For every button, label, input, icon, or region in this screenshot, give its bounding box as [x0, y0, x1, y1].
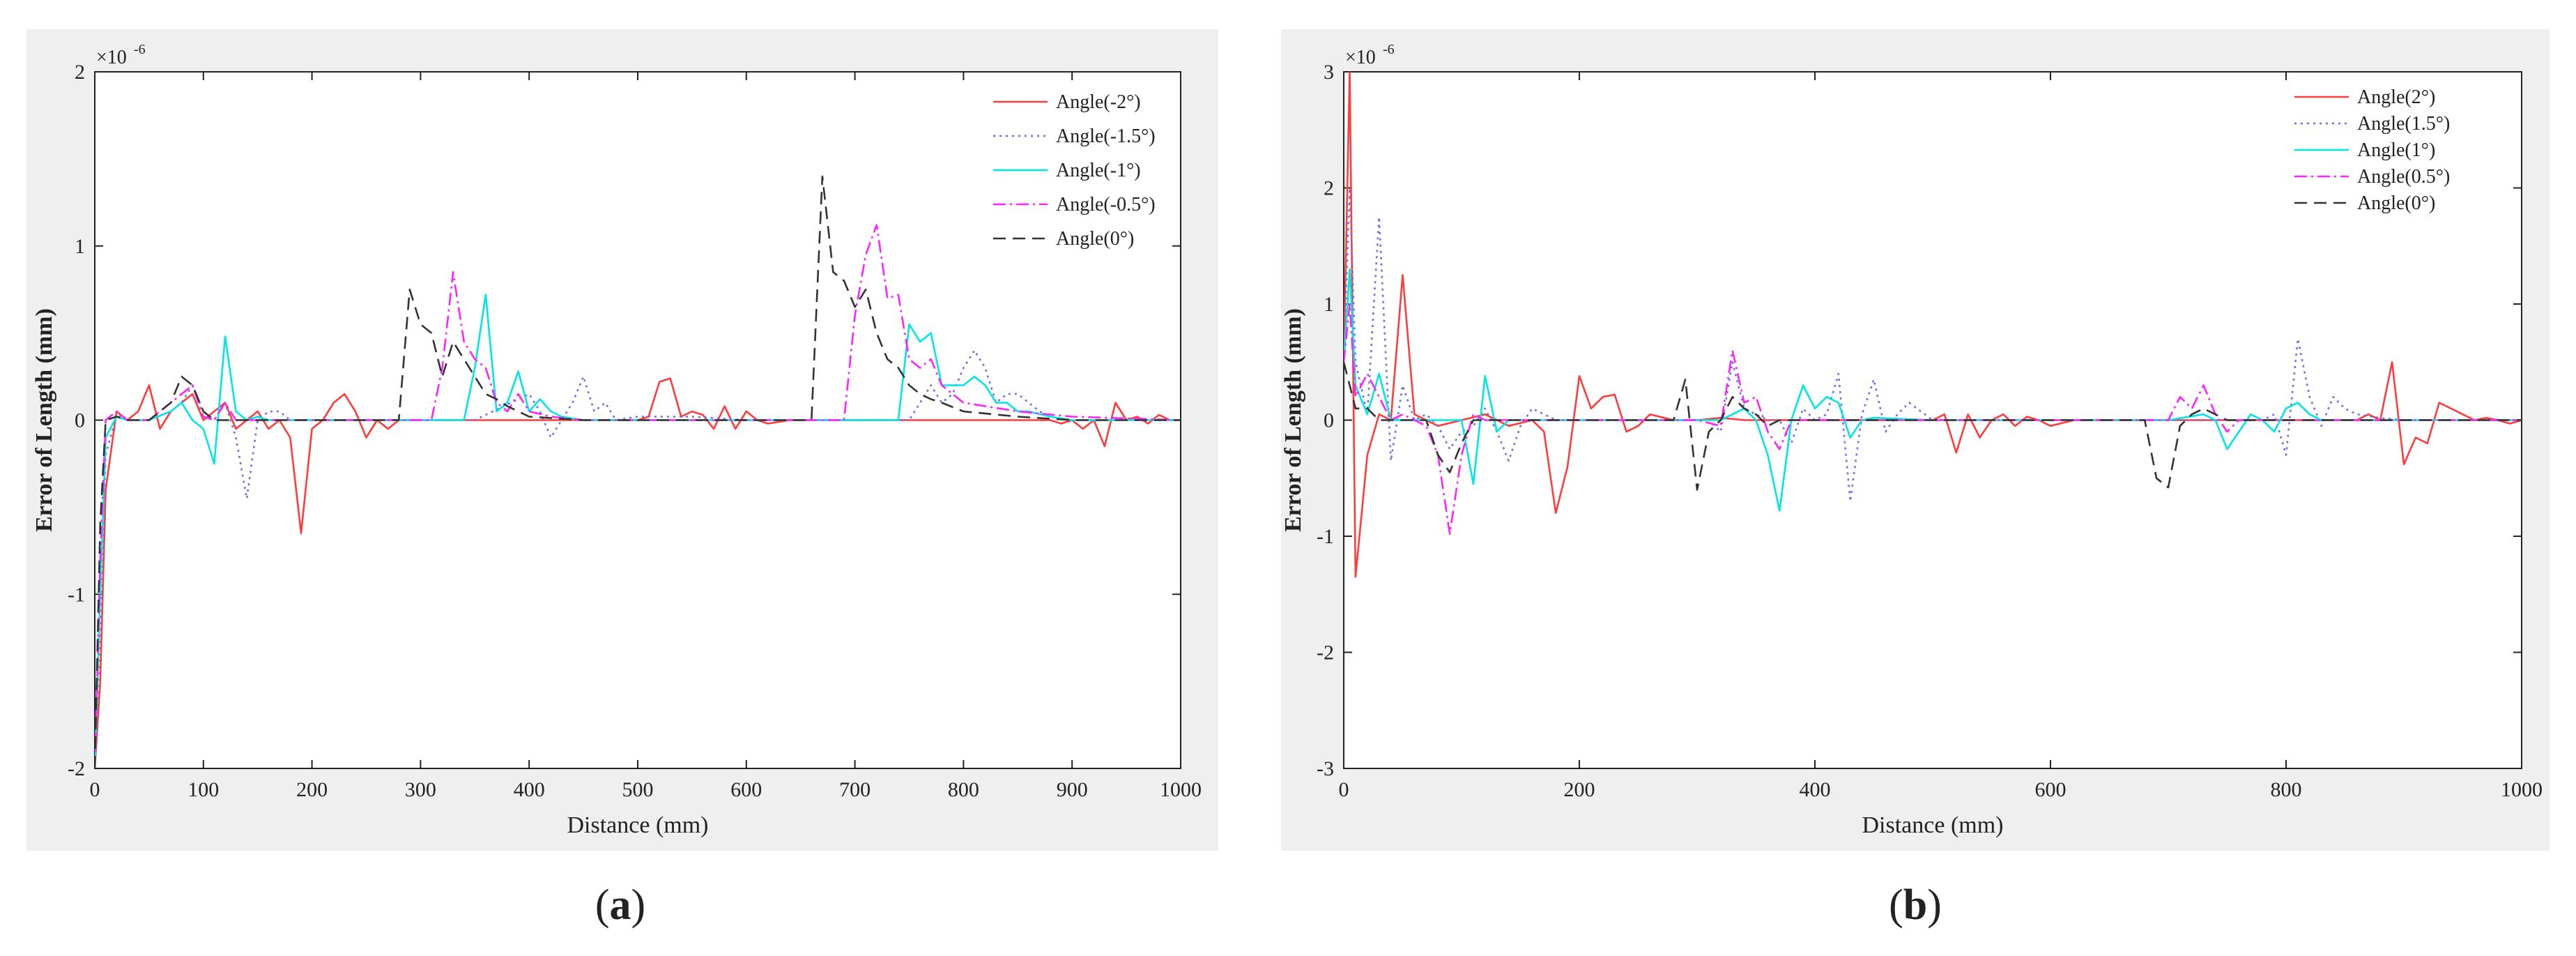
- legend-label: Angle(-0.5°): [1056, 194, 1156, 215]
- legend: Angle(-2°) Angle(-1.5°) Angle(-1°) Angle(-0…: [993, 91, 1156, 250]
- x-tick-label: 600: [2035, 778, 2067, 801]
- y-tick-label: -2: [1317, 642, 1334, 665]
- legend-label: Angle(-2°): [1056, 91, 1141, 113]
- series-line-angle0: [95, 175, 1181, 768]
- series-line-angle0.5: [1344, 303, 2522, 536]
- x-tick-label: 200: [1564, 778, 1595, 801]
- x-tick-label: 200: [296, 778, 328, 801]
- x-tick-label: 1000: [2501, 778, 2543, 801]
- x-tick-label: 300: [405, 778, 436, 801]
- x-tick-label: 800: [948, 778, 979, 801]
- y-exponent-power: -6: [1383, 42, 1395, 57]
- y-exponent-label: ×10: [1345, 47, 1376, 68]
- y-tick-label: 0: [75, 409, 85, 432]
- panel-a: 0 100 200 300 400 500 600 700 800 900 1000 -2 -1 0 1 2 ×…: [26, 29, 1218, 929]
- y-tick-label: 3: [1324, 61, 1334, 84]
- y-tick-label: -2: [68, 757, 85, 780]
- y-tick-label: 1: [1324, 293, 1334, 316]
- series-line-angle-1: [95, 294, 1181, 768]
- y-tick-label: 0: [1324, 409, 1334, 432]
- x-axis-label: Distance (mm): [567, 812, 709, 838]
- caption-letter: b: [1903, 881, 1927, 929]
- y-tick-label: 1: [75, 235, 85, 258]
- legend-label: Angle(0.5°): [2357, 166, 2450, 188]
- panel-b: 0 200 400 600 800 1000 -3 -2 -1 0 1 2 3 ×10 -6 Distance…: [1280, 29, 2550, 929]
- x-tick-label: 900: [1057, 778, 1088, 801]
- x-tick-label: 100: [187, 778, 219, 801]
- legend-label: Angle(-1°): [1056, 160, 1141, 181]
- legend-label: Angle(0°): [2357, 192, 2435, 214]
- y-exponent-power: -6: [134, 42, 146, 57]
- series-group: [95, 175, 1181, 768]
- series-line-angle0: [1344, 361, 2522, 491]
- series-line-angle-0.5: [95, 224, 1181, 768]
- x-tick-label: 800: [2271, 778, 2302, 801]
- legend: Angle(2°) Angle(1.5°) Angle(1°) Angle(0.5°)…: [2294, 86, 2450, 214]
- caption-close-paren: ): [631, 881, 646, 929]
- x-axis-label: Distance (mm): [1862, 812, 2004, 838]
- x-tick-label: 500: [622, 778, 654, 801]
- series-line-angle-1.5: [95, 349, 1181, 768]
- caption-open-paren: (: [595, 881, 610, 929]
- y-exponent-label: ×10: [96, 47, 127, 68]
- legend-label: Angle(0°): [1056, 228, 1134, 250]
- y-tick-label: -1: [1317, 525, 1334, 548]
- x-tick-label: 700: [839, 778, 871, 801]
- x-tick-label: 400: [1800, 778, 1831, 801]
- legend-label: Angle(1°): [2357, 139, 2435, 161]
- caption-open-paren: (: [1889, 881, 1903, 929]
- panel-caption: (b): [1889, 881, 1942, 929]
- y-tick-label: 2: [75, 61, 85, 84]
- y-tick-label: -3: [1317, 757, 1334, 780]
- x-tick-label: 0: [1339, 778, 1349, 801]
- x-tick-label: 400: [514, 778, 545, 801]
- caption-close-paren: ): [1927, 881, 1942, 929]
- x-tick-label: 0: [90, 778, 100, 801]
- series-line-angle1: [1344, 268, 2522, 512]
- series-group: [1344, 72, 2522, 578]
- y-tick-label: 2: [1324, 177, 1334, 200]
- y-axis-label: Error of Length (mm): [1280, 308, 1306, 532]
- caption-letter: a: [610, 881, 631, 929]
- x-tick-label: 1000: [1160, 778, 1202, 801]
- y-tick-label: -1: [68, 583, 85, 606]
- x-tick-label: 600: [730, 778, 762, 801]
- legend-label: Angle(1.5°): [2357, 113, 2450, 135]
- legend-label: Angle(2°): [2357, 86, 2435, 108]
- y-axis-label: Error of Length (mm): [31, 308, 57, 532]
- panel-caption: (a): [595, 881, 645, 929]
- legend-label: Angle(-1.5°): [1056, 126, 1156, 147]
